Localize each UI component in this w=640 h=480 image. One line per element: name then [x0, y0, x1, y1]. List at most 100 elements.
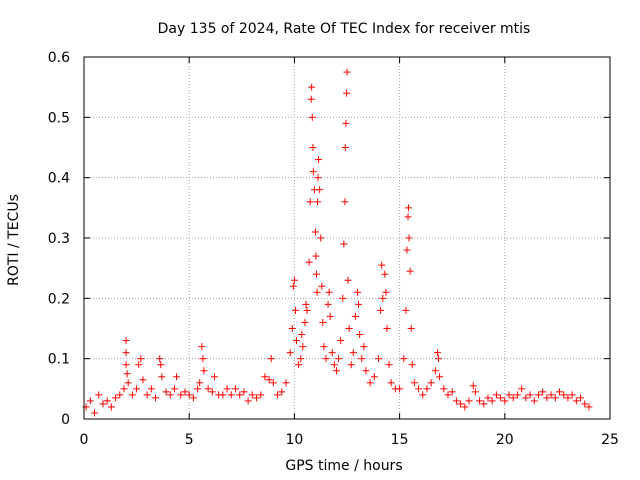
data-point — [166, 391, 174, 399]
data-point — [355, 300, 363, 308]
data-point — [440, 385, 448, 393]
data-point — [286, 349, 294, 357]
data-point — [99, 400, 107, 408]
data-point — [469, 382, 477, 390]
data-point — [328, 349, 336, 357]
x-axis-label: GPS time / hours — [285, 458, 402, 474]
data-point — [335, 355, 343, 363]
data-point — [539, 388, 547, 396]
data-point — [314, 174, 322, 182]
data-point — [581, 400, 589, 408]
data-point — [325, 288, 333, 296]
data-point — [137, 355, 145, 363]
data-point — [322, 355, 330, 363]
data-point — [123, 370, 131, 378]
data-point — [343, 68, 351, 76]
data-point — [406, 267, 414, 275]
data-point — [375, 355, 383, 363]
data-point — [194, 385, 202, 393]
data-points-layer — [82, 68, 593, 417]
data-point — [112, 394, 120, 402]
data-point — [227, 391, 235, 399]
data-point — [492, 391, 500, 399]
data-point — [210, 373, 218, 381]
data-point — [404, 213, 412, 221]
data-point — [298, 331, 306, 339]
data-point — [196, 379, 204, 387]
data-point — [360, 343, 368, 351]
data-point — [299, 343, 307, 351]
data-point — [157, 361, 165, 369]
data-point — [444, 391, 452, 399]
data-point — [556, 388, 564, 396]
data-point — [351, 312, 359, 320]
data-point — [128, 391, 136, 399]
data-point — [199, 355, 207, 363]
data-point — [122, 337, 130, 345]
data-point — [543, 394, 551, 402]
data-point — [356, 331, 364, 339]
data-point — [122, 349, 130, 357]
data-point — [314, 198, 322, 206]
data-point — [382, 288, 390, 296]
data-point — [181, 388, 189, 396]
data-point — [534, 391, 542, 399]
data-point — [147, 385, 155, 393]
x-tick-label: 10 — [285, 432, 303, 448]
data-point — [501, 397, 509, 405]
data-point — [95, 391, 103, 399]
data-point — [301, 318, 309, 326]
x-tick-label: 20 — [496, 432, 514, 448]
data-point — [170, 385, 178, 393]
data-point — [497, 394, 505, 402]
data-point — [324, 300, 332, 308]
y-tick-label: 0.6 — [48, 50, 70, 66]
data-point — [156, 355, 164, 363]
data-point — [526, 391, 534, 399]
data-point — [219, 391, 227, 399]
data-point — [341, 198, 349, 206]
plot-frame — [83, 56, 611, 420]
data-point — [530, 397, 538, 405]
x-tick-label: 0 — [80, 432, 89, 448]
data-point — [387, 379, 395, 387]
data-point — [427, 379, 435, 387]
data-point — [158, 373, 166, 381]
y-tick-label: 0.3 — [48, 231, 70, 247]
data-point — [408, 361, 416, 369]
data-point — [476, 397, 484, 405]
data-point — [488, 397, 496, 405]
data-point — [198, 343, 206, 351]
data-point — [305, 258, 313, 266]
data-point — [513, 391, 521, 399]
data-point — [302, 300, 310, 308]
data-point — [120, 385, 128, 393]
data-point — [318, 282, 326, 290]
data-point — [116, 391, 124, 399]
data-point — [484, 394, 492, 402]
data-point — [282, 379, 290, 387]
data-point — [189, 394, 197, 402]
data-point — [404, 204, 412, 212]
data-point — [200, 367, 208, 375]
data-point — [415, 385, 423, 393]
data-point — [177, 391, 185, 399]
data-point — [133, 385, 141, 393]
data-point — [378, 261, 386, 269]
data-point — [244, 397, 252, 405]
data-point — [240, 388, 248, 396]
data-point — [358, 355, 366, 363]
data-point — [313, 288, 321, 296]
data-point — [568, 391, 576, 399]
data-point — [308, 83, 316, 91]
data-point — [91, 409, 99, 417]
data-point — [103, 397, 111, 405]
data-point — [107, 403, 115, 411]
data-point — [295, 361, 303, 369]
x-tick-label: 25 — [601, 432, 619, 448]
data-point — [461, 403, 469, 411]
data-point — [135, 361, 143, 369]
data-point — [317, 234, 325, 242]
data-point — [265, 376, 273, 384]
